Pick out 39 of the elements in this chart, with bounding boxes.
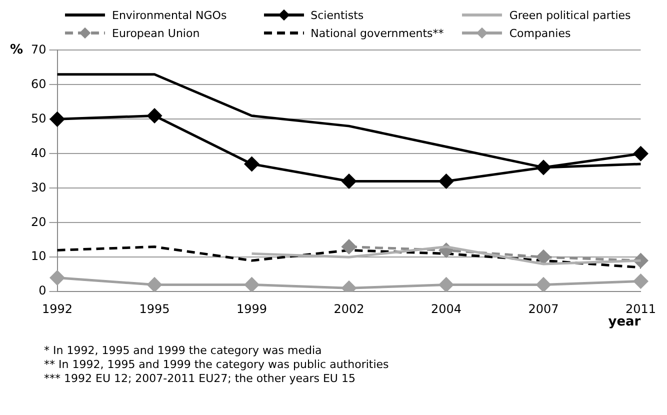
legend-label: Companies (509, 26, 571, 40)
x-tick-label: 1995 (139, 302, 170, 316)
legend-label: Green political parties (509, 8, 631, 22)
point (50, 270, 65, 286)
y-axis-title: % (10, 42, 24, 58)
x-tick-label: 1992 (42, 302, 73, 316)
point (342, 240, 356, 254)
x-tick-label: 2002 (334, 302, 364, 316)
point (244, 156, 260, 172)
point (244, 277, 260, 292)
point (633, 274, 648, 289)
point (633, 146, 648, 161)
y-tick-label: 70 (30, 42, 46, 56)
y-tick-label: 40 (30, 146, 46, 160)
point (536, 250, 551, 264)
x-tick-label: 1999 (236, 302, 268, 316)
point (147, 108, 162, 123)
y-tick-label: 30 (30, 180, 46, 194)
point (536, 277, 551, 292)
y-tick-label: 60 (30, 76, 46, 91)
point (342, 174, 356, 188)
x-tick-label: 2004 (430, 302, 462, 316)
legend-label: National governments** (310, 26, 444, 40)
x-tick-label: 2011 (625, 302, 656, 316)
point (438, 277, 454, 292)
x-axis-title: year (608, 314, 642, 330)
legend-label: Scientists (310, 8, 364, 22)
legend-label: Environmental NGOs (112, 8, 227, 22)
text: *** 1992 EU 12; 2007-2011 EU27; the other years EU 15 (44, 372, 356, 386)
x-tick-label: 2007 (528, 302, 559, 316)
point (438, 174, 454, 188)
text: * In 1992, 1995 and 1999 the category was media (44, 344, 323, 358)
y-tick-label: 10 (30, 249, 46, 264)
legend-label: European Union (112, 26, 200, 40)
y-tick-label: 50 (30, 111, 46, 126)
point (147, 277, 162, 292)
text: ** In 1992, 1995 and 1999 the category was public authorities (44, 358, 390, 372)
y-tick-label: 20 (30, 214, 46, 229)
y-tick-label: 0 (38, 284, 46, 298)
